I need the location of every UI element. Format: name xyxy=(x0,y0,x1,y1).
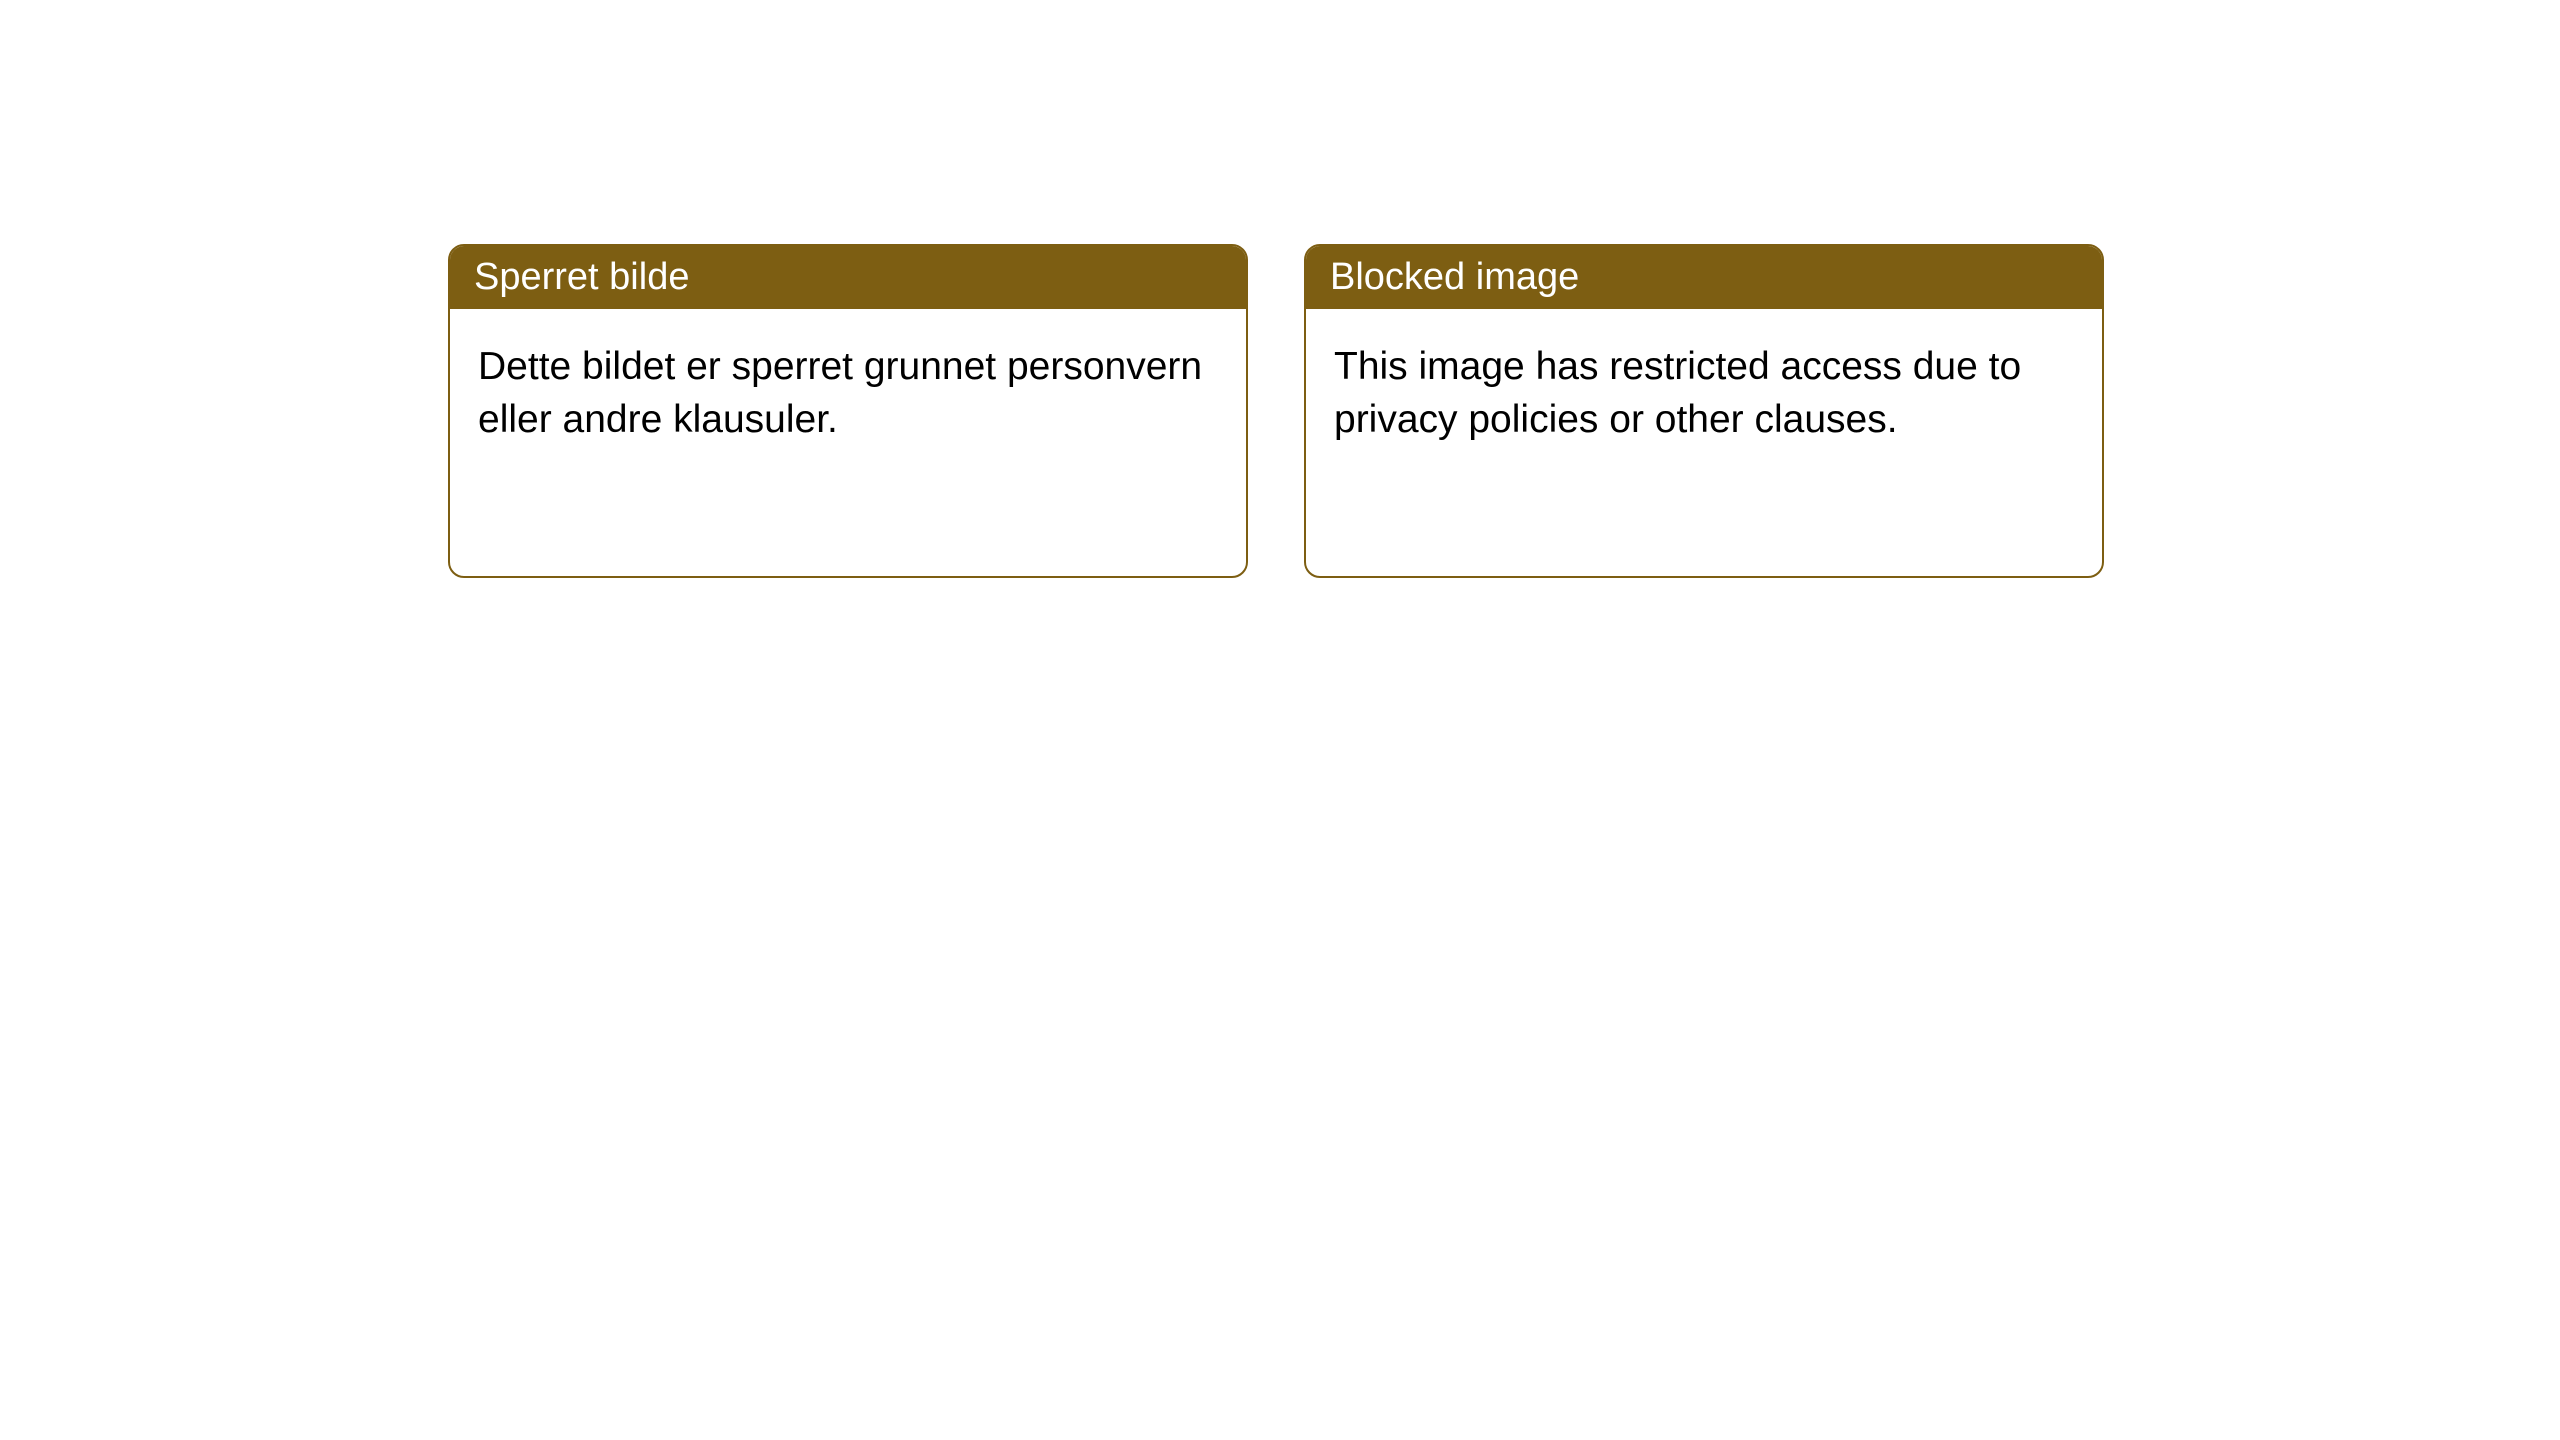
notice-card-norwegian: Sperret bilde Dette bildet er sperret gr… xyxy=(448,244,1248,578)
notice-body-english: This image has restricted access due to … xyxy=(1306,309,2102,478)
notice-header-norwegian: Sperret bilde xyxy=(450,246,1246,309)
notice-body-text: This image has restricted access due to … xyxy=(1334,345,2021,441)
notice-body-norwegian: Dette bildet er sperret grunnet personve… xyxy=(450,309,1246,478)
notice-body-text: Dette bildet er sperret grunnet personve… xyxy=(478,345,1202,441)
notice-card-english: Blocked image This image has restricted … xyxy=(1304,244,2104,578)
notice-container: Sperret bilde Dette bildet er sperret gr… xyxy=(448,244,2104,578)
notice-header-text: Sperret bilde xyxy=(474,256,689,298)
notice-header-english: Blocked image xyxy=(1306,246,2102,309)
notice-header-text: Blocked image xyxy=(1330,256,1579,298)
